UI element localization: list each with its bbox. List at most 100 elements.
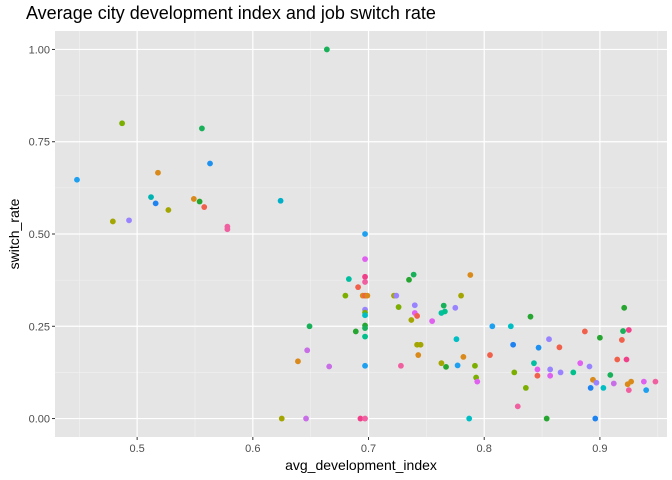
data-point: [625, 327, 632, 333]
y-tick-label: 0.50: [29, 229, 50, 241]
data-point: [362, 231, 368, 237]
data-point: [623, 356, 630, 363]
y-axis-ticks: 0.00 0.25 0.50 0.75 1.00: [29, 44, 55, 426]
data-point: [395, 304, 402, 310]
data-point: [362, 279, 368, 285]
data-point: [618, 337, 625, 343]
data-point: [466, 415, 473, 422]
data-point: [398, 362, 404, 369]
data-point: [640, 378, 647, 385]
data-point: [304, 347, 311, 354]
y-tick-label: 0.00: [29, 414, 50, 426]
data-point: [453, 336, 460, 343]
data-point: [155, 169, 161, 176]
data-point: [278, 415, 285, 422]
data-point: [429, 318, 436, 325]
data-point: [414, 313, 421, 319]
data-point: [454, 362, 461, 369]
data-point: [355, 284, 362, 291]
data-point: [148, 194, 154, 200]
data-point: [460, 354, 467, 360]
data-point: [362, 273, 368, 280]
data-point: [527, 313, 534, 320]
data-point: [441, 308, 448, 315]
data-point: [614, 356, 621, 363]
data-point: [406, 276, 412, 283]
x-tick-label: 0.9: [592, 443, 607, 455]
data-point: [556, 344, 563, 351]
data-point: [546, 336, 552, 343]
data-point: [196, 198, 203, 205]
y-axis-title: switch_rate: [6, 198, 22, 269]
data-point: [587, 385, 594, 391]
data-point: [652, 378, 659, 385]
data-point: [643, 387, 650, 394]
data-point: [326, 363, 333, 370]
data-point: [323, 46, 330, 53]
data-point: [410, 271, 417, 278]
data-point: [607, 372, 614, 378]
data-point: [393, 292, 400, 299]
data-point: [628, 378, 635, 385]
data-point: [443, 363, 449, 370]
data-point: [510, 341, 517, 348]
data-point: [126, 217, 132, 224]
x-tick-label: 0.7: [361, 443, 376, 455]
data-point: [543, 415, 550, 422]
data-point: [534, 366, 541, 373]
data-point: [534, 372, 541, 379]
data-point: [514, 403, 521, 410]
data-point: [487, 352, 493, 358]
data-point: [362, 362, 368, 369]
data-points: [74, 46, 659, 422]
data-point: [207, 160, 213, 167]
data-point: [295, 358, 301, 365]
data-point: [452, 304, 459, 311]
x-tick-label: 0.6: [245, 443, 260, 455]
data-point: [586, 363, 593, 370]
data-point: [507, 323, 514, 330]
data-point: [620, 328, 626, 334]
data-point: [357, 415, 364, 422]
data-point: [362, 312, 368, 319]
data-point: [415, 352, 422, 358]
data-point: [522, 385, 529, 391]
data-point: [74, 176, 80, 183]
data-point: [152, 200, 159, 207]
data-point: [596, 334, 603, 341]
data-point: [364, 292, 371, 299]
x-axis-ticks: 0.5 0.6 0.7 0.8 0.9: [129, 437, 608, 455]
data-point: [489, 323, 496, 330]
data-point: [610, 380, 617, 387]
data-point: [600, 385, 607, 391]
data-point: [511, 369, 518, 376]
x-axis-title: avg_development_index: [285, 457, 437, 473]
data-point: [547, 372, 554, 379]
data-point: [362, 325, 368, 332]
data-point: [593, 379, 600, 386]
data-point: [109, 218, 116, 225]
data-point: [458, 292, 464, 299]
data-point: [581, 328, 588, 335]
data-point: [467, 272, 474, 278]
data-point: [440, 302, 447, 309]
y-tick-label: 1.00: [29, 44, 50, 56]
data-point: [165, 207, 172, 213]
data-point: [306, 323, 313, 330]
data-point: [362, 333, 368, 340]
data-point: [190, 196, 197, 202]
x-tick-label: 0.5: [129, 443, 144, 455]
chart-title: Average city development index and job s…: [26, 3, 436, 23]
data-point: [557, 369, 564, 376]
data-point: [345, 276, 352, 282]
data-point: [277, 197, 284, 204]
data-point: [535, 344, 542, 351]
y-tick-label: 0.25: [29, 321, 50, 333]
data-point: [625, 387, 632, 394]
data-point: [362, 415, 368, 422]
data-point: [303, 415, 309, 422]
data-point: [408, 317, 415, 323]
data-point: [199, 125, 205, 132]
x-tick-label: 0.8: [477, 443, 492, 455]
